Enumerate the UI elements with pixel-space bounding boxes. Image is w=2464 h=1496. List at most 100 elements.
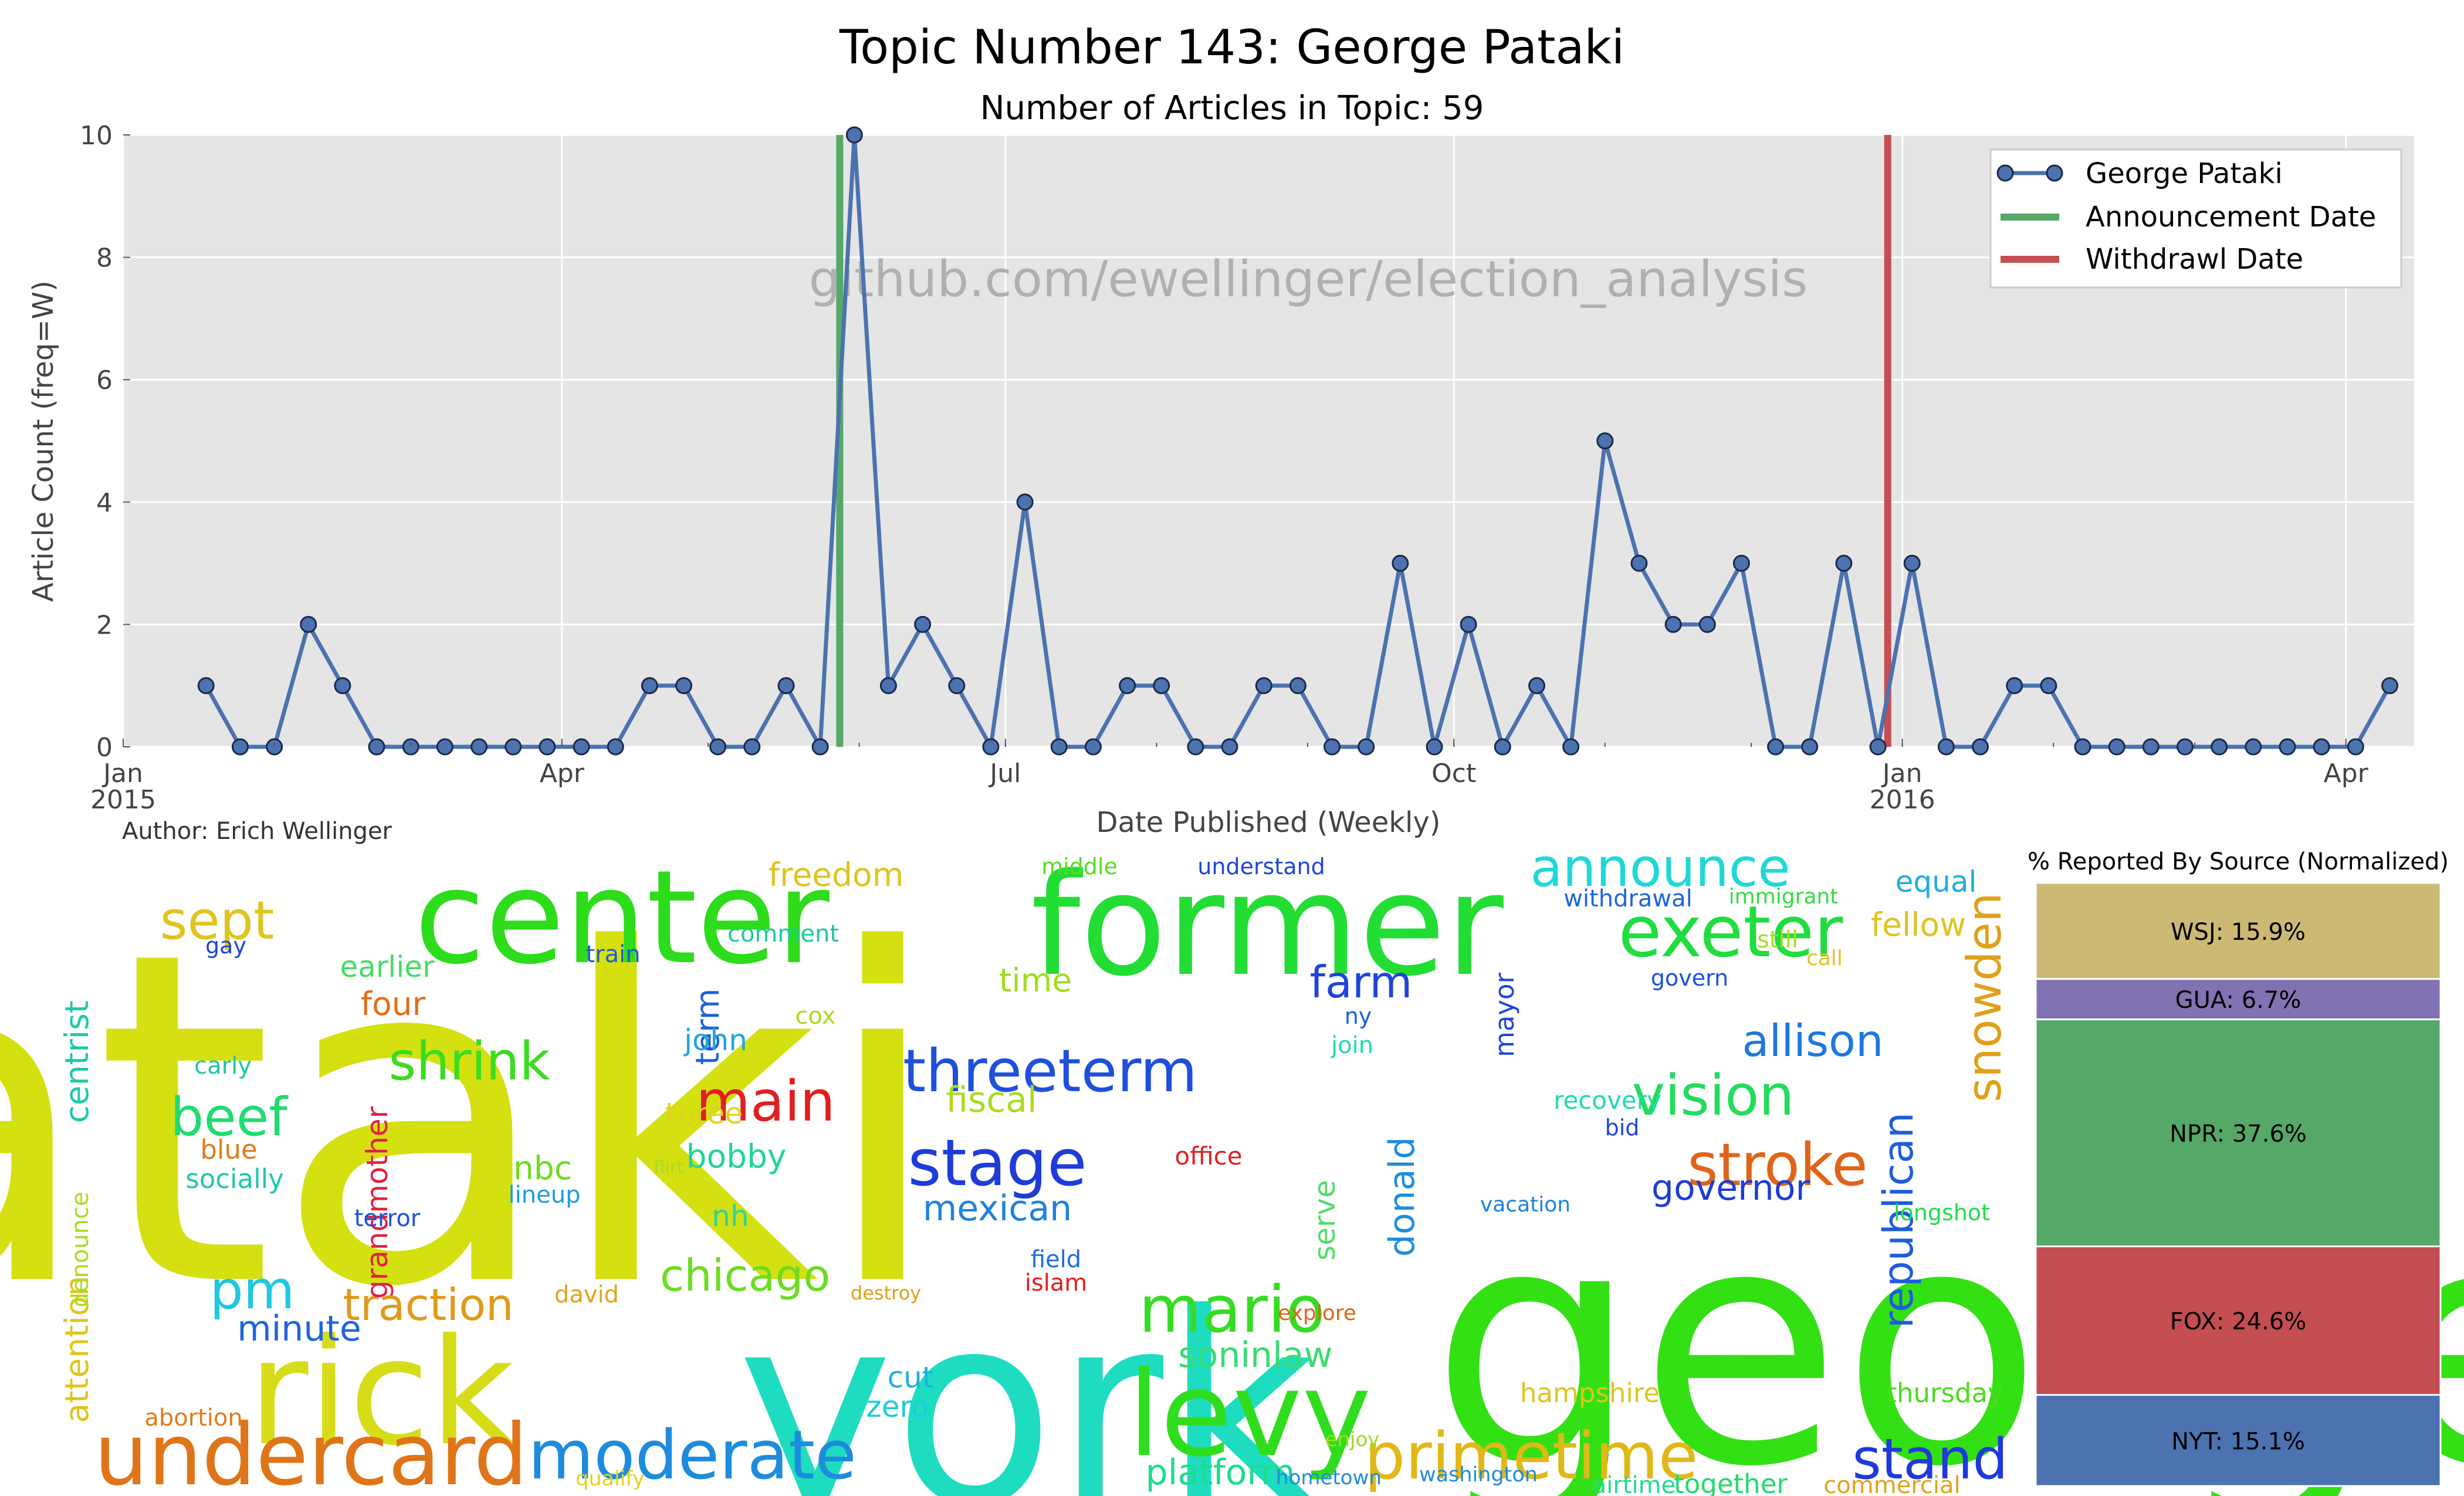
word-blue: blue xyxy=(200,1134,257,1165)
word-middle: middle xyxy=(1041,854,1118,879)
word-train: train xyxy=(585,941,640,968)
data-point xyxy=(368,738,385,756)
word-gay: gay xyxy=(205,933,246,959)
word-commercial: commercial xyxy=(1823,1472,1960,1496)
data-point xyxy=(675,677,692,695)
word-grandmother: grandmother xyxy=(360,1106,394,1299)
word-denounce: denounce xyxy=(67,1192,94,1307)
x-tick-label: Jul xyxy=(988,759,1021,788)
data-point xyxy=(1596,432,1614,449)
y-tick-label: 8 xyxy=(96,243,113,273)
data-point xyxy=(573,738,590,756)
word-chicago: chicago xyxy=(660,1250,830,1301)
data-point xyxy=(1392,554,1409,572)
series-george-pataki xyxy=(197,126,2398,756)
word-mexican: mexican xyxy=(923,1188,1072,1229)
x-tick-label: 2016 xyxy=(1870,785,1935,815)
word-undercard: undercard xyxy=(94,1406,527,1496)
word-carly: carly xyxy=(194,1052,252,1079)
data-point xyxy=(811,738,829,756)
data-point xyxy=(2177,738,2194,756)
data-point xyxy=(1084,738,1102,756)
word-center: center xyxy=(414,842,830,993)
legend: George Pataki Announcement Date Withdraw… xyxy=(1989,148,2402,289)
word-govern: govern xyxy=(1651,965,1728,991)
data-point xyxy=(300,615,317,633)
data-point xyxy=(231,738,249,756)
word-four: four xyxy=(361,985,426,1023)
word-donald: donald xyxy=(1382,1137,1423,1257)
word-stage: stage xyxy=(908,1125,1087,1200)
x-tick-label: Oct xyxy=(1431,759,1476,788)
x-tick-label: Jan xyxy=(1881,759,1923,788)
data-point xyxy=(914,615,932,633)
y-axis-label: Article Count (freq=W) xyxy=(27,280,60,602)
word-mario: mario xyxy=(1139,1272,1325,1347)
data-point xyxy=(2040,677,2057,695)
legend-entry-announcement: Announcement Date xyxy=(2001,201,2376,233)
data-point xyxy=(1528,677,1545,695)
y-tick-label: 2 xyxy=(96,610,113,640)
source-segment-gua xyxy=(2035,978,2442,1020)
word-republican: republican xyxy=(1874,1112,1923,1328)
data-point xyxy=(845,126,863,144)
word-freedom: freedom xyxy=(769,856,904,893)
word-stand: stand xyxy=(1852,1427,2008,1492)
word-cox: cox xyxy=(796,1003,836,1030)
data-point xyxy=(1119,677,1136,695)
word-still: still xyxy=(1757,926,1798,953)
data-point xyxy=(1801,738,1819,756)
data-point xyxy=(1732,554,1750,572)
word-platform: platform xyxy=(1146,1452,1295,1493)
data-point xyxy=(777,677,795,695)
word-bid: bid xyxy=(1605,1115,1640,1140)
source-segment-nyt xyxy=(2035,1394,2442,1487)
word-hampshire: hampshire xyxy=(1520,1377,1660,1409)
word-centrist: centrist xyxy=(58,1001,96,1123)
source-label-fox: FOX: 24.6% xyxy=(2170,1308,2307,1335)
source-label-gua: GUA: 6.7% xyxy=(2175,987,2301,1014)
legend-label-announcement: Announcement Date xyxy=(2086,201,2376,233)
data-point xyxy=(1869,738,1887,756)
word-david: david xyxy=(554,1281,619,1308)
source-label-wsj: WSJ: 15.9% xyxy=(2171,919,2306,946)
chart-title: Topic Number 143: George Pataki xyxy=(839,20,1624,75)
data-point xyxy=(1460,615,1477,633)
data-point xyxy=(743,738,761,756)
word-join: join xyxy=(1331,1032,1373,1059)
word-hometown: hometown xyxy=(1276,1466,1382,1490)
data-point xyxy=(641,677,658,695)
x-axis-label: Date Published (Weekly) xyxy=(1096,806,1440,839)
word-pataki: pataki xyxy=(0,854,946,1387)
x-tick-label: Jan xyxy=(101,759,143,788)
word-zero: zero xyxy=(866,1390,929,1424)
word-fiscal: fiscal xyxy=(946,1079,1037,1121)
word-exeter: exeter xyxy=(1618,892,1843,973)
word-time: time xyxy=(999,962,1072,999)
word-stroke: stroke xyxy=(1687,1131,1867,1199)
word-longshot: longshot xyxy=(1894,1200,1990,1226)
data-point xyxy=(1835,554,1853,572)
word-threeterm: threeterm xyxy=(903,1037,1197,1105)
word-recovery: recovery xyxy=(1553,1086,1661,1115)
word-withdrawal: withdrawal xyxy=(1563,885,1693,912)
word-office: office xyxy=(1175,1142,1242,1170)
word-levy: levy xyxy=(1128,1346,1371,1483)
word-islam: islam xyxy=(1025,1270,1088,1297)
word-beef: beef xyxy=(170,1087,289,1148)
data-point xyxy=(1289,677,1307,695)
data-point xyxy=(334,677,351,695)
data-point xyxy=(2006,677,2023,695)
data-point xyxy=(1937,738,1955,756)
word-farm: farm xyxy=(1310,956,1413,1008)
word-main: main xyxy=(696,1069,835,1134)
data-point xyxy=(1630,554,1648,572)
data-point xyxy=(2347,738,2364,756)
word-equal: equal xyxy=(1896,865,1977,899)
word-comment: comment xyxy=(727,920,839,947)
data-point xyxy=(1972,738,1989,756)
word-rick: rick xyxy=(248,1307,515,1478)
word-thursday: thursday xyxy=(1886,1377,2003,1409)
word-ny: ny xyxy=(1345,1003,1372,1029)
word-nh: nh xyxy=(712,1199,749,1233)
